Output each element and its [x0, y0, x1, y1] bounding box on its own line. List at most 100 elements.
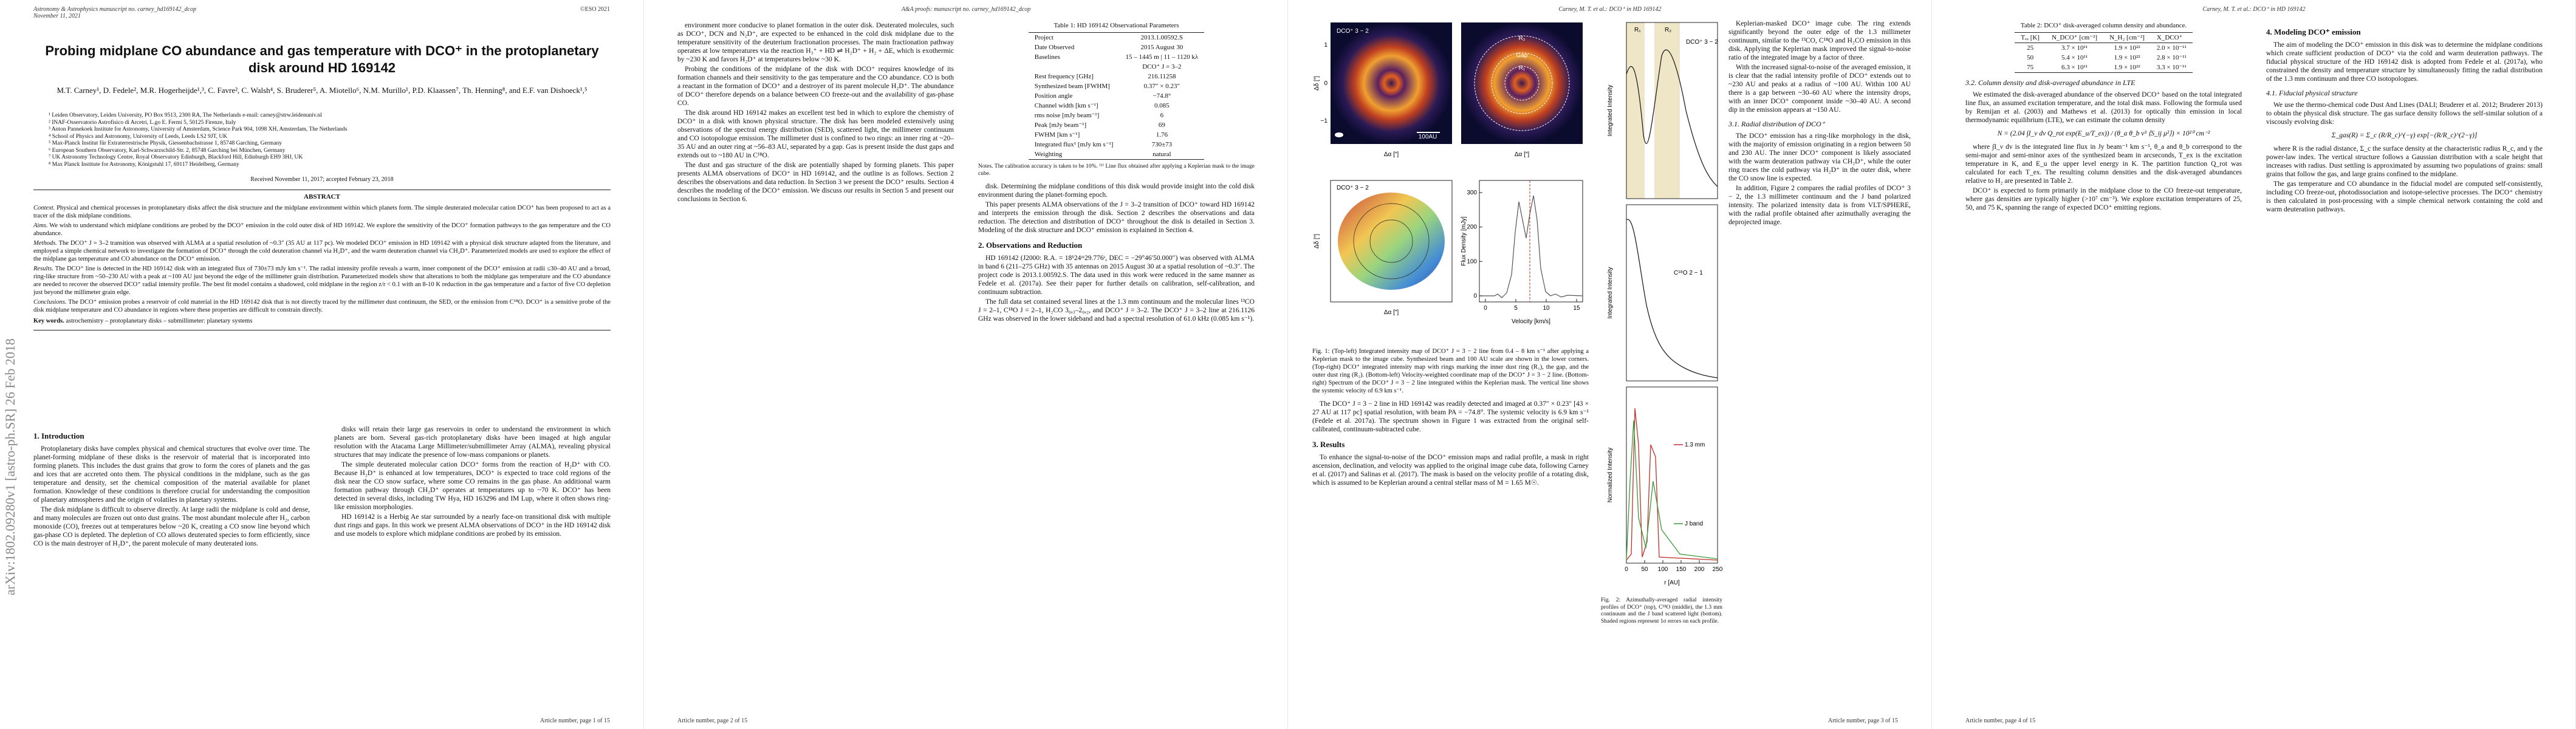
affiliation: ⁶ European Southern Observatory, Karl-Sc… [49, 147, 286, 154]
paragraph: Keplerian-masked DCO⁺ image cube. The ri… [1728, 20, 1911, 61]
axis-label: Velocity [km/s] [1512, 318, 1550, 325]
paragraph: This paper presents ALMA observations of… [978, 201, 1255, 234]
affiliation: ⁷ UK Astronomy Technology Centre, Royal … [49, 154, 303, 160]
axis-label: Normalized Intensity [1607, 448, 1614, 503]
paper-title: Probing midplane CO abundance and gas te… [45, 43, 599, 75]
tick-label: 0 [1473, 293, 1477, 299]
abstract-label: Methods. [33, 240, 57, 247]
figure-caption: Fig. 1: (Top-left) Integrated intensity … [1312, 348, 1589, 394]
paragraph: We use the thermo-chemical code Dust And… [2266, 101, 2543, 126]
arxiv-id: arXiv:1802.09280v1 [astro-ph.SR] 26 Feb … [2, 338, 18, 595]
table-row: Peak [mJy beam⁻¹] 69 [1029, 120, 1205, 130]
tick-label: 150 [1676, 566, 1687, 573]
table-cell: 3.3 × 10⁻¹¹ [2156, 64, 2187, 71]
table-cell: natural [1153, 151, 1171, 158]
abstract-text: Physical and chemical processes in proto… [33, 205, 611, 219]
axis-label: Δα [″] [1384, 309, 1399, 316]
paragraph: The aim of modeling the DCO⁺ emission in… [2266, 41, 2543, 83]
equation: Σ_gas(R) = Σ_c (R/R_c)^(−γ) exp[−(R/R_c)… [2331, 132, 2478, 139]
subsection-heading: 3.1. Radial distribution of DCO⁺ [1728, 120, 1826, 128]
column: Table 1: HD 169142 Observational Paramet… [978, 21, 1255, 714]
table-header-cell: N_DCO⁺ [cm⁻²] [2051, 34, 2098, 41]
column: disks will retain their large gas reserv… [334, 425, 611, 711]
keywords-label: Key words. [33, 318, 64, 324]
table-cell: 0.085 [1154, 102, 1170, 109]
affiliation: ⁸ Max Planck Institute for Astronomy, Kö… [49, 161, 239, 168]
ring-label: Gap [1516, 52, 1528, 59]
table-row: 50 5.4 × 10¹¹ 1.9 × 10²² 2.8 × 10⁻¹¹ [2015, 53, 2193, 63]
affiliation: ³ Anton Pannekoek Institute for Astronom… [49, 126, 348, 132]
header: Astronomy & Astrophysics manuscript no. … [33, 6, 196, 19]
table-cell: Rest frequency [GHz] [1034, 73, 1094, 80]
paragraph: We estimated the disk-averaged abundance… [1965, 91, 2242, 124]
tick-label: 0 [1484, 305, 1487, 312]
abstract-label: Context. [33, 205, 55, 211]
section-heading: 4. Modeling DCO⁺ emission [2266, 27, 2361, 36]
figure-2-column: R₁ R₂ DCO⁺ 3 − 2 Integrated Intensity C¹… [1601, 19, 1722, 712]
panel-c18o: C¹⁸O 2 − 1 Integrated Intensity [1607, 204, 1718, 382]
table-cell: 1.76 [1156, 131, 1168, 139]
table-cell: 3.7 × 10¹¹ [2061, 44, 2088, 52]
tick-label: 5 [1514, 305, 1518, 312]
paragraph: disk. Determining the midplane condition… [978, 183, 1255, 199]
table-cell: Baselines [1034, 53, 1060, 61]
table-note: Notes. The calibration accuracy is taken… [978, 163, 1255, 177]
table-cell: 1.9 × 10²² [2114, 44, 2140, 52]
table-row: rms noise [mJy beam⁻¹] 6 [1029, 111, 1205, 120]
table-cell: Synthesized beam [FWHM] [1034, 83, 1110, 90]
tick-label: 1 [1324, 42, 1327, 49]
paragraph: disks will retain their large gas reserv… [334, 426, 611, 459]
abstract-paragraph: Conclusions. The DCO⁺ emission probes a … [33, 298, 611, 314]
abstract-label: Results. [33, 265, 53, 272]
intensity-map: DCO⁺ 3 − 2 100AU 1 0 −1 Δδ [″] Δα [″] [1314, 22, 1452, 158]
affiliation: ¹ Leiden Observatory, Leiden University,… [49, 112, 322, 118]
table-cell: Weighting [1034, 151, 1063, 158]
paragraph: HD 169142 is a Herbig Ae star surrounded… [334, 513, 611, 538]
panel-title: DCO⁺ 3 − 2 [1337, 28, 1369, 35]
table-cell: Peak [mJy beam⁻¹] [1034, 122, 1087, 129]
paragraph: With the increased signal-to-noise of th… [1728, 64, 1911, 114]
paragraph: The disk around HD 169142 makes an excel… [677, 109, 954, 159]
legend-entry: J band [1685, 521, 1703, 527]
table-cell: Position angle [1034, 92, 1073, 100]
figure-caption: Fig. 2: Azimuthally-averaged radial inte… [1601, 597, 1722, 625]
paragraph: The DCO⁺ J = 3 − 2 line in HD 169142 was… [1312, 400, 1589, 433]
page: Astronomy & Astrophysics manuscript no. … [0, 0, 644, 729]
table-caption: Table 1: HD 169142 Observational Paramet… [1053, 22, 1179, 29]
paragraph: The gas temperature and CO abundance in … [2266, 180, 2543, 213]
affiliation: ⁵ Max-Planck Institut für Extraterrestri… [49, 140, 283, 146]
table-row: Position angle −74.8° [1029, 91, 1205, 101]
copyright: ©ESO 2021 [580, 6, 610, 13]
table-cell: 6 [1160, 112, 1164, 119]
date: November 11, 2021 [33, 13, 81, 19]
table-cell: 69 [1158, 122, 1165, 129]
ring-label: R₁ [1519, 65, 1526, 72]
paragraph: Protoplanetary disks have complex physic… [33, 445, 310, 504]
page: Carney, M. T. et al.: DCO⁺ in HD 169142 … [1932, 0, 2576, 729]
subsection-heading: 3.2. Column density and disk-averaged ab… [1965, 78, 2136, 87]
legend-entry: C¹⁸O 2 − 1 [1674, 270, 1703, 276]
velocity-map: DCO⁺ 3 − 2 Δδ [″] Δα [″] [1314, 180, 1453, 316]
abstract-text: The DCO⁺ emission probes a reservoir of … [33, 299, 611, 313]
panel-dco: R₁ R₂ DCO⁺ 3 − 2 Integrated Intensity [1607, 22, 1718, 199]
table-header-cell: Tₑₓ [K] [2021, 34, 2040, 41]
header: A&A proofs: manuscript no. carney_hd1691… [901, 6, 1031, 13]
subsection-heading: 4.1. Fiducial physical structure [2266, 89, 2358, 97]
table-row: Rest frequency [GHz] 216.11258 [1029, 72, 1205, 81]
table-cell: DCO⁺ J = 3–2 [1142, 63, 1182, 70]
affiliation: ² INAF-Osservatorio Astrofisico di Arcet… [49, 119, 236, 126]
table: Tₑₓ [K] N_DCO⁺ [cm⁻²] N_H₂ [cm⁻²] X_DCO⁺ 25 3… [2015, 32, 2193, 73]
paragraph: Probing the conditions of the midplane o… [677, 66, 954, 107]
table-row: Synthesized beam [FWHM] 0.37″ × 0.23″ [1029, 81, 1205, 91]
paragraph: To enhance the signal-to-noise of the DC… [1312, 454, 1589, 487]
axis-label: Integrated Intensity [1607, 84, 1614, 136]
table-cell: 6.3 × 10¹¹ [2061, 64, 2088, 71]
affiliations: ¹ Leiden Observatory, Leiden University,… [49, 112, 595, 168]
table-header-cell: N_H₂ [cm⁻²] [2109, 34, 2145, 41]
footer: Article number, page 4 of 15 [1965, 717, 2036, 724]
axis-label: Δα [″] [1384, 151, 1399, 158]
axis-label: Δδ [″] [1314, 234, 1320, 248]
table-row: Baselines 15 – 1445 m | 11 – 1120 kλ [1029, 52, 1205, 62]
paragraph: DCO⁺ is expected to form primarily in th… [1965, 187, 2242, 211]
